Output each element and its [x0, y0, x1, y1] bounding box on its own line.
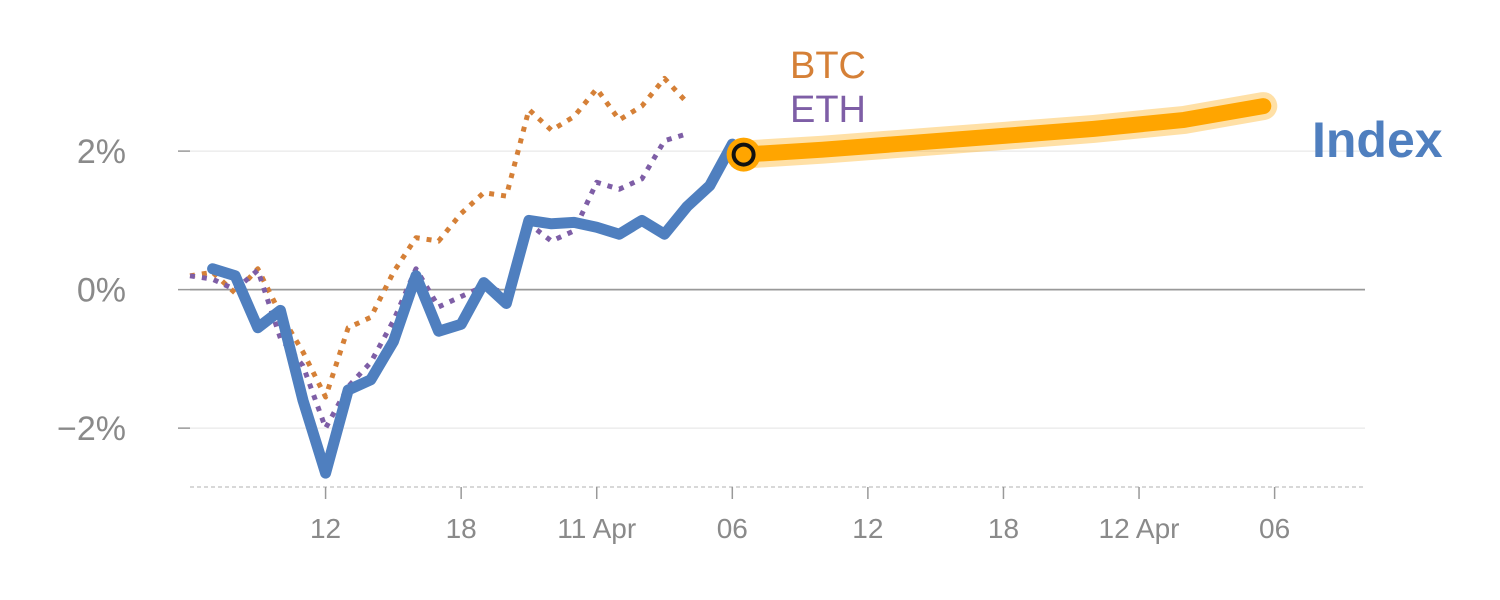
x-tick-label-5: 18	[988, 513, 1019, 544]
x-axis: 12 18 11 Apr 06 12 18 12 Apr 06	[190, 486, 1365, 544]
x-tick-label-4: 12	[852, 513, 883, 544]
label-index: Index	[1312, 112, 1443, 168]
x-tick-label-0: 12	[310, 513, 341, 544]
x-tick-label-2: 11 Apr	[557, 513, 636, 544]
x-tick-label-3: 06	[717, 513, 748, 544]
series-line-index	[207, 138, 738, 479]
x-tick-label-6: 12 Apr	[1099, 513, 1180, 544]
label-eth: ETH	[790, 89, 866, 131]
series-labels: BTC ETH Index	[790, 45, 1443, 168]
current-point-outer	[726, 137, 761, 172]
y-tick-label-1: 0%	[77, 272, 126, 310]
y-axis: 2% 0% −2%	[57, 133, 190, 448]
label-btc: BTC	[790, 45, 866, 87]
x-tick-label-1: 18	[446, 513, 477, 544]
y-tick-label-0: 2%	[77, 133, 126, 171]
projection-line	[735, 98, 1272, 163]
y-tick-label-2: −2%	[57, 410, 126, 448]
series-group	[189, 75, 738, 479]
projection-group	[726, 92, 1278, 172]
x-tick-label-7: 06	[1259, 513, 1290, 544]
current-point-ring	[731, 142, 756, 167]
series-line-btc	[189, 75, 689, 400]
